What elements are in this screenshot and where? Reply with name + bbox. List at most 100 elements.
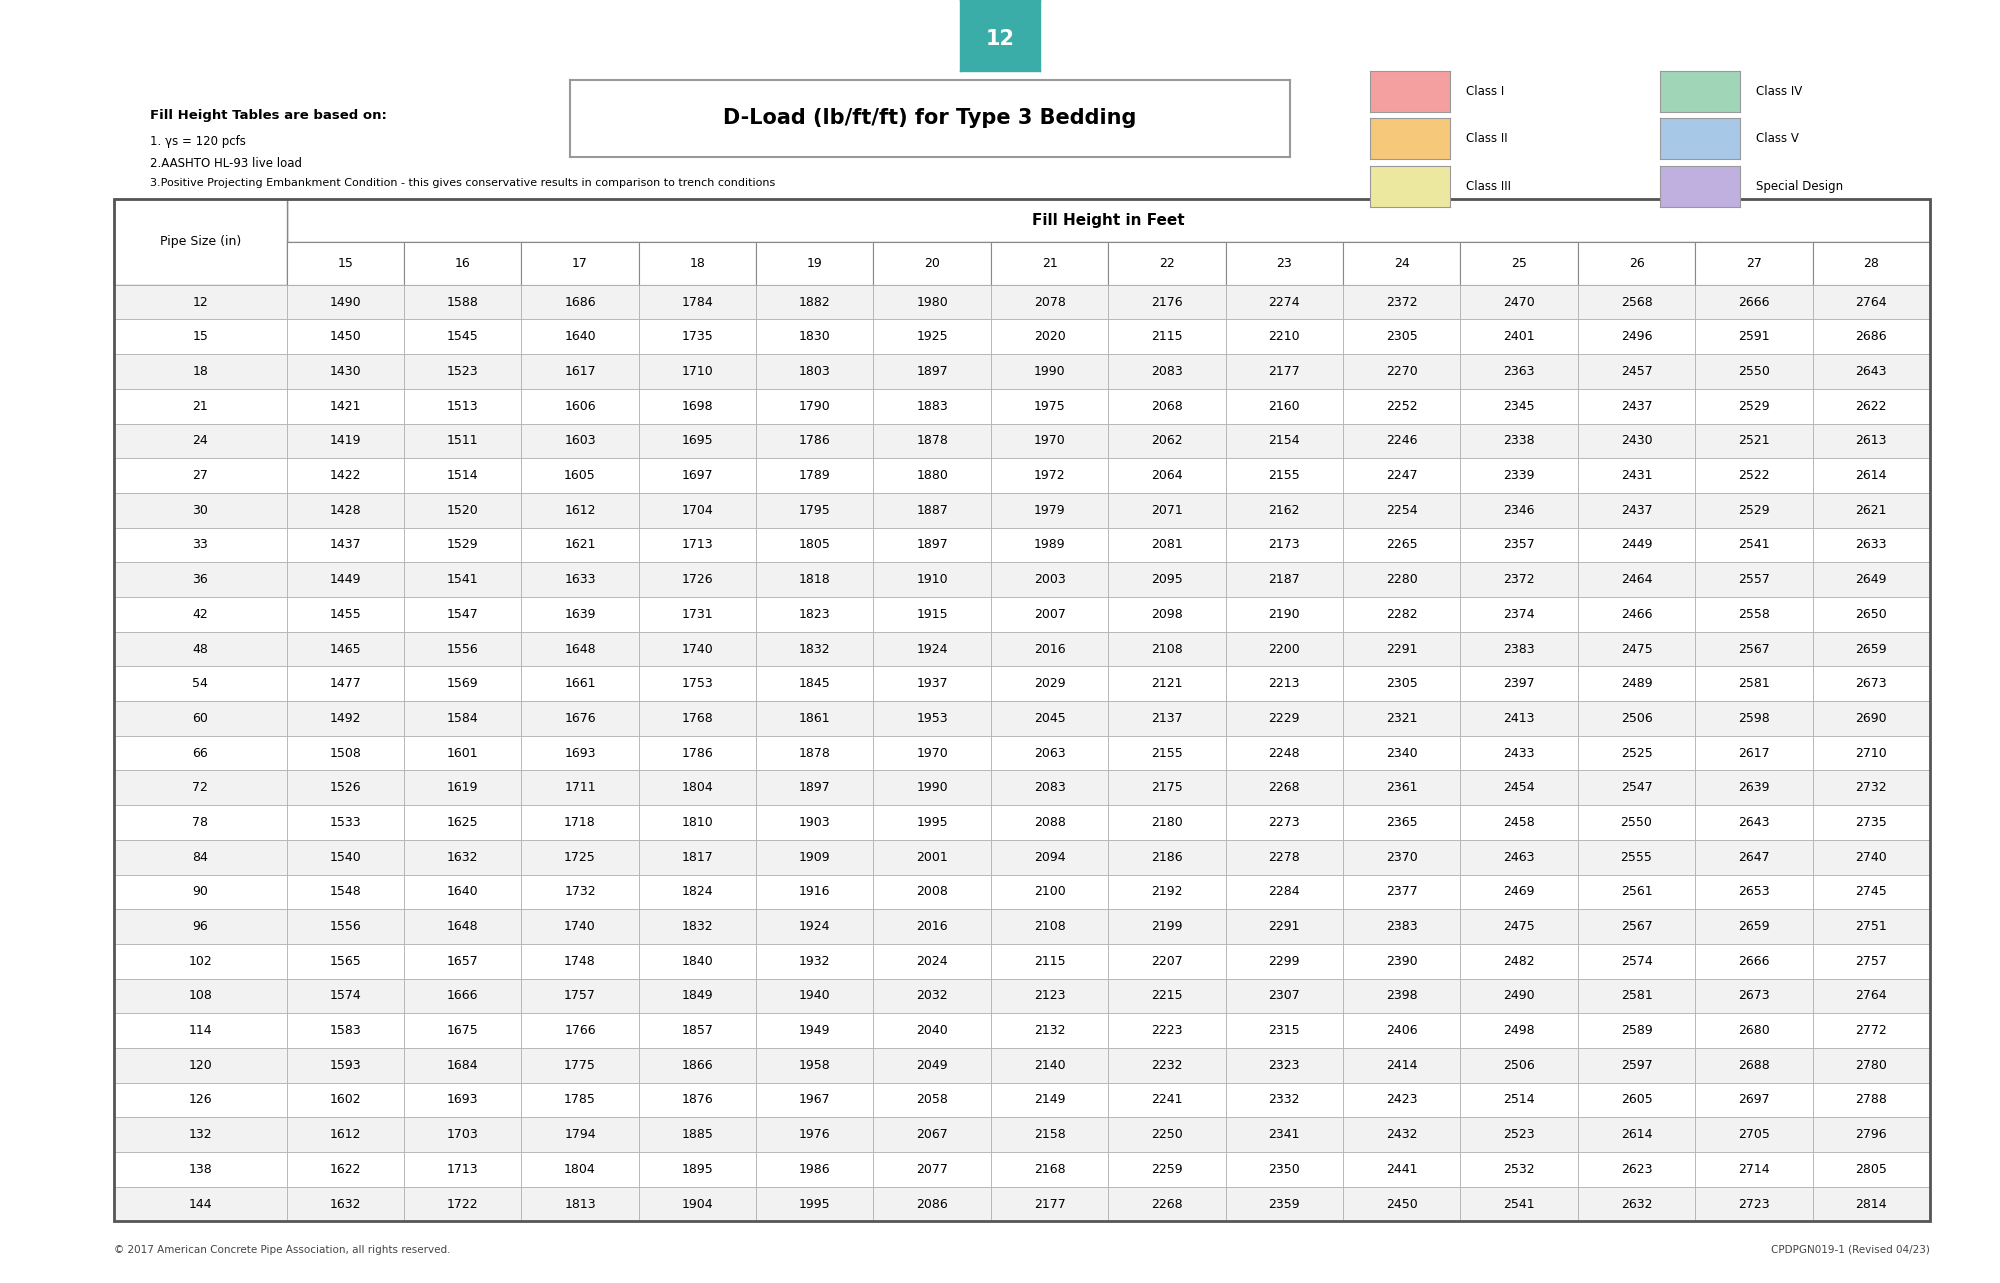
Text: 1. γs = 120 pcfs: 1. γs = 120 pcfs: [150, 135, 246, 148]
Bar: [522, 631, 638, 666]
Text: 2450: 2450: [1386, 1197, 1418, 1211]
Text: 2688: 2688: [1738, 1058, 1770, 1071]
Bar: [1460, 701, 1578, 735]
Text: 2001: 2001: [916, 851, 948, 863]
Bar: [874, 1152, 990, 1187]
Bar: [1578, 1117, 1696, 1152]
Text: 2772: 2772: [1856, 1024, 1888, 1037]
Text: 1583: 1583: [330, 1024, 362, 1037]
Text: 2199: 2199: [1152, 920, 1182, 933]
Text: 1661: 1661: [564, 677, 596, 690]
Text: 1526: 1526: [330, 781, 362, 794]
Bar: [638, 458, 756, 493]
Text: 2291: 2291: [1268, 920, 1300, 933]
Text: 2140: 2140: [1034, 1058, 1066, 1071]
Text: 1565: 1565: [330, 955, 362, 967]
Text: 2521: 2521: [1738, 435, 1770, 448]
Text: 15: 15: [338, 257, 354, 269]
Text: 1621: 1621: [564, 539, 596, 552]
Bar: [1696, 910, 1812, 944]
Bar: [638, 666, 756, 701]
Text: 2561: 2561: [1620, 885, 1652, 898]
Bar: [286, 1048, 404, 1083]
Bar: [404, 354, 522, 389]
Text: 1514: 1514: [446, 470, 478, 482]
Text: 2229: 2229: [1268, 712, 1300, 725]
Text: 1940: 1940: [798, 989, 830, 1002]
Bar: [114, 389, 286, 423]
Bar: [1696, 285, 1812, 319]
Text: 2149: 2149: [1034, 1093, 1066, 1106]
Bar: [404, 840, 522, 875]
Text: 2081: 2081: [1152, 539, 1182, 552]
Text: 84: 84: [192, 851, 208, 863]
Text: 1832: 1832: [798, 643, 830, 656]
Text: 2666: 2666: [1738, 295, 1770, 309]
Text: 2574: 2574: [1620, 955, 1652, 967]
Text: 2062: 2062: [1152, 435, 1182, 448]
Bar: [1344, 1014, 1460, 1048]
Bar: [114, 354, 286, 389]
Bar: [1108, 389, 1226, 423]
Bar: [638, 493, 756, 527]
Bar: [1108, 979, 1226, 1014]
Bar: [1108, 562, 1226, 597]
Text: 2613: 2613: [1856, 435, 1888, 448]
Text: 1995: 1995: [798, 1197, 830, 1211]
Bar: [756, 458, 874, 493]
Text: 2469: 2469: [1504, 885, 1534, 898]
Bar: [1578, 597, 1696, 631]
Bar: [404, 1117, 522, 1152]
Text: 2432: 2432: [1386, 1128, 1418, 1141]
Text: 2464: 2464: [1620, 574, 1652, 586]
Bar: [286, 423, 404, 458]
Bar: [114, 944, 286, 979]
Bar: [990, 458, 1108, 493]
Text: 2555: 2555: [1620, 851, 1652, 863]
Text: 2383: 2383: [1504, 643, 1534, 656]
Text: 2475: 2475: [1504, 920, 1536, 933]
Bar: [1226, 1187, 1344, 1221]
Text: 2200: 2200: [1268, 643, 1300, 656]
Bar: [1226, 389, 1344, 423]
Bar: [404, 806, 522, 840]
Text: 1924: 1924: [916, 643, 948, 656]
Bar: [638, 1117, 756, 1152]
Text: 18: 18: [690, 257, 706, 269]
Bar: [286, 354, 404, 389]
Bar: [1226, 597, 1344, 631]
Text: 1845: 1845: [798, 677, 830, 690]
Bar: [990, 1187, 1108, 1221]
Text: 1805: 1805: [798, 539, 830, 552]
Text: 2016: 2016: [916, 920, 948, 933]
Bar: [638, 875, 756, 910]
Text: 2647: 2647: [1738, 851, 1770, 863]
Text: 1422: 1422: [330, 470, 360, 482]
Bar: [404, 562, 522, 597]
Bar: [874, 1187, 990, 1221]
Text: 28: 28: [1864, 257, 1880, 269]
Bar: [990, 875, 1108, 910]
Text: 2441: 2441: [1386, 1162, 1418, 1177]
Text: 2040: 2040: [916, 1024, 948, 1037]
Text: 2659: 2659: [1738, 920, 1770, 933]
Bar: [1812, 597, 1930, 631]
Bar: [756, 1014, 874, 1048]
Text: 2086: 2086: [916, 1197, 948, 1211]
Bar: [1696, 423, 1812, 458]
Text: 1768: 1768: [682, 712, 714, 725]
Text: 2338: 2338: [1504, 435, 1534, 448]
Bar: [1460, 631, 1578, 666]
Bar: [1812, 562, 1930, 597]
Text: 2372: 2372: [1504, 574, 1534, 586]
Text: 1880: 1880: [916, 470, 948, 482]
Bar: [114, 701, 286, 735]
Bar: [1578, 806, 1696, 840]
Bar: [1578, 631, 1696, 666]
Bar: [638, 735, 756, 770]
Bar: [1460, 840, 1578, 875]
Bar: [1108, 241, 1226, 285]
Text: CPDPGN019-1 (Revised 04/23): CPDPGN019-1 (Revised 04/23): [1772, 1245, 1930, 1255]
Text: 1718: 1718: [564, 816, 596, 829]
Bar: [522, 910, 638, 944]
